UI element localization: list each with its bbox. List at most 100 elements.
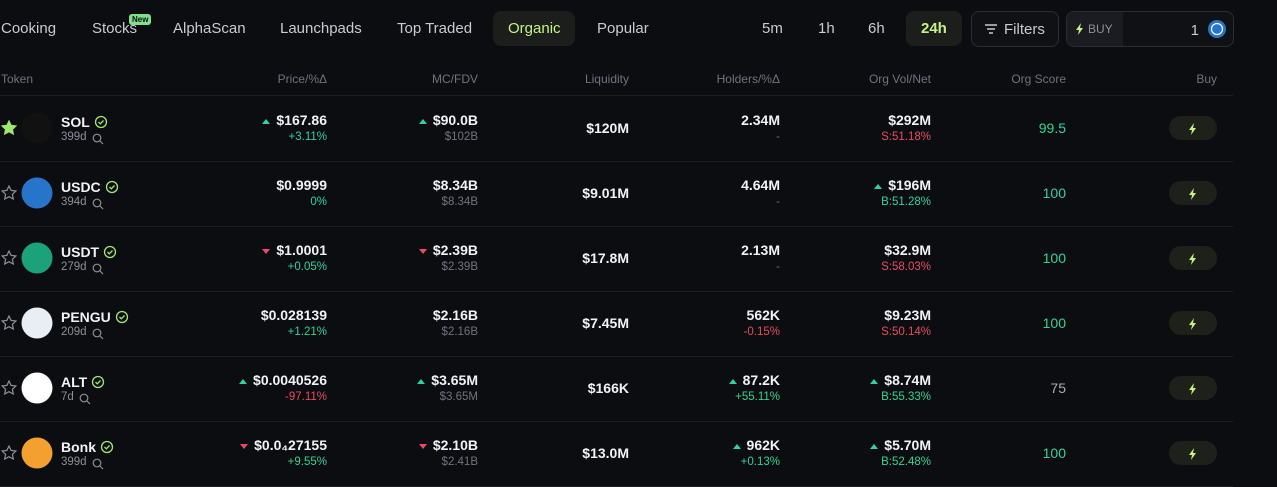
vol-cell: $5.70M — [870, 437, 931, 453]
liquidity: $9.01M — [582, 185, 629, 201]
direction-arrow — [417, 378, 426, 384]
price_change: -97.11% — [285, 391, 327, 403]
bolt-icon — [1188, 317, 1198, 330]
row-sep — [0, 291, 1233, 292]
price-cell: $1.0001 — [262, 242, 327, 258]
token-icon-svg — [21, 372, 53, 404]
bolt-icon-svg — [1189, 448, 1196, 460]
quick-buy[interactable]: BUY 1 — [1066, 11, 1234, 47]
token-age: 394d — [61, 196, 87, 208]
holders_change-cell: +55.11% — [735, 391, 780, 403]
liquidity-cell: $7.45M — [582, 315, 629, 331]
buy-button[interactable] — [1169, 181, 1217, 205]
timeframe[interactable]: 24h — [921, 20, 947, 37]
filters-label: Filters — [1004, 21, 1045, 38]
search-icon-svg — [92, 458, 104, 470]
buy-button[interactable] — [1169, 441, 1217, 465]
timeframe[interactable]: 6h — [868, 20, 885, 37]
buy-button[interactable] — [1169, 376, 1217, 400]
search-icon — [79, 392, 91, 405]
bolt-icon — [1188, 447, 1198, 460]
holders-cell: 87.2K — [728, 372, 780, 388]
search-icon — [92, 132, 104, 145]
price: $0.0₄27155 — [254, 437, 327, 453]
usdc-icon — [1208, 20, 1226, 38]
verified-badge-svg — [103, 245, 117, 259]
search-icon — [92, 262, 104, 275]
fdv: $2.39B — [441, 261, 478, 273]
filters-button[interactable]: Filters — [971, 11, 1059, 47]
holders_change: - — [776, 196, 780, 208]
holders_change: +55.11% — [735, 391, 780, 403]
holders_change-cell: - — [776, 261, 780, 273]
token-age: 7d — [61, 391, 74, 403]
net-cell: B:55.33% — [881, 391, 931, 403]
search-icon-svg — [79, 393, 91, 405]
liquidity: $17.8M — [582, 250, 629, 266]
vol-cell: $9.23M — [884, 307, 931, 323]
mc-cell: $2.10B — [418, 437, 478, 453]
net-cell: S:50.14% — [881, 326, 931, 338]
timeframe[interactable]: 1h — [818, 20, 835, 37]
nav-tab[interactable]: AlphaScan — [173, 20, 246, 37]
price_change-cell: +1.21% — [288, 326, 327, 338]
holders_change: - — [776, 131, 780, 143]
nav-tab[interactable]: Launchpads — [280, 20, 362, 37]
favorite-star-svg — [0, 444, 18, 461]
fdv: $8.34B — [441, 196, 478, 208]
search-icon-svg — [92, 198, 104, 210]
liquidity-cell: $120M — [586, 120, 629, 136]
net: S:50.14% — [881, 326, 931, 338]
token-name: ALT — [61, 374, 88, 390]
buy-button[interactable] — [1169, 116, 1217, 140]
verified-badge-svg — [105, 180, 119, 194]
buy-button[interactable] — [1169, 311, 1217, 335]
nav-tab[interactable]: Stocks — [92, 20, 138, 37]
buy-label-bg — [1067, 12, 1123, 46]
org-score: 75 — [1050, 380, 1066, 396]
direction-arrow — [874, 183, 883, 189]
bolt-icon-svg — [1189, 123, 1196, 135]
favorite-star — [0, 119, 18, 136]
direction-arrow — [728, 378, 737, 384]
mc-cell: $8.34B — [433, 177, 478, 193]
mc: $3.65M — [431, 372, 478, 388]
nav-tab[interactable]: Top Traded — [397, 20, 473, 37]
token-icon — [21, 437, 53, 469]
price: $0.0040526 — [253, 372, 327, 388]
direction-arrow — [239, 378, 248, 384]
search-icon — [92, 197, 104, 210]
nav-tab[interactable]: Organic — [508, 20, 561, 37]
nav-tab[interactable]: Popular — [597, 20, 649, 37]
column-header: Buy — [1196, 72, 1217, 86]
new-badge: New — [129, 14, 152, 25]
price_change-cell: +9.55% — [288, 456, 327, 468]
liquidity-cell: $9.01M — [582, 185, 629, 201]
token-age: 209d — [61, 326, 87, 338]
column-header: Holders/%Δ — [716, 72, 780, 86]
favorite-star — [0, 379, 18, 396]
token-name: USDT — [61, 244, 100, 260]
token-icon-svg — [21, 437, 53, 469]
row-sep — [0, 161, 1233, 162]
holders-cell: 962K — [732, 437, 780, 453]
favorite-star — [0, 444, 18, 461]
holders_change-cell: - — [776, 131, 780, 143]
price_change-cell: +0.05% — [288, 261, 327, 273]
net-cell: S:58.03% — [881, 261, 931, 273]
timeframe[interactable]: 5m — [762, 20, 783, 37]
price_change-cell: +3.11% — [289, 131, 327, 143]
fdv-cell: $2.16B — [442, 326, 478, 338]
holders: 562K — [746, 307, 780, 323]
bolt-icon-svg — [1189, 383, 1196, 395]
header-sep — [0, 95, 1233, 96]
mc-cell: $90.0B — [418, 112, 478, 128]
favorite-star-svg — [0, 379, 18, 396]
nav-tab[interactable]: Cooking — [1, 20, 57, 37]
buy-button[interactable] — [1169, 246, 1217, 270]
verified-badge — [91, 375, 105, 389]
token-name: Bonk — [61, 439, 96, 455]
token-icon — [21, 177, 53, 209]
token-icon-svg — [21, 112, 53, 144]
